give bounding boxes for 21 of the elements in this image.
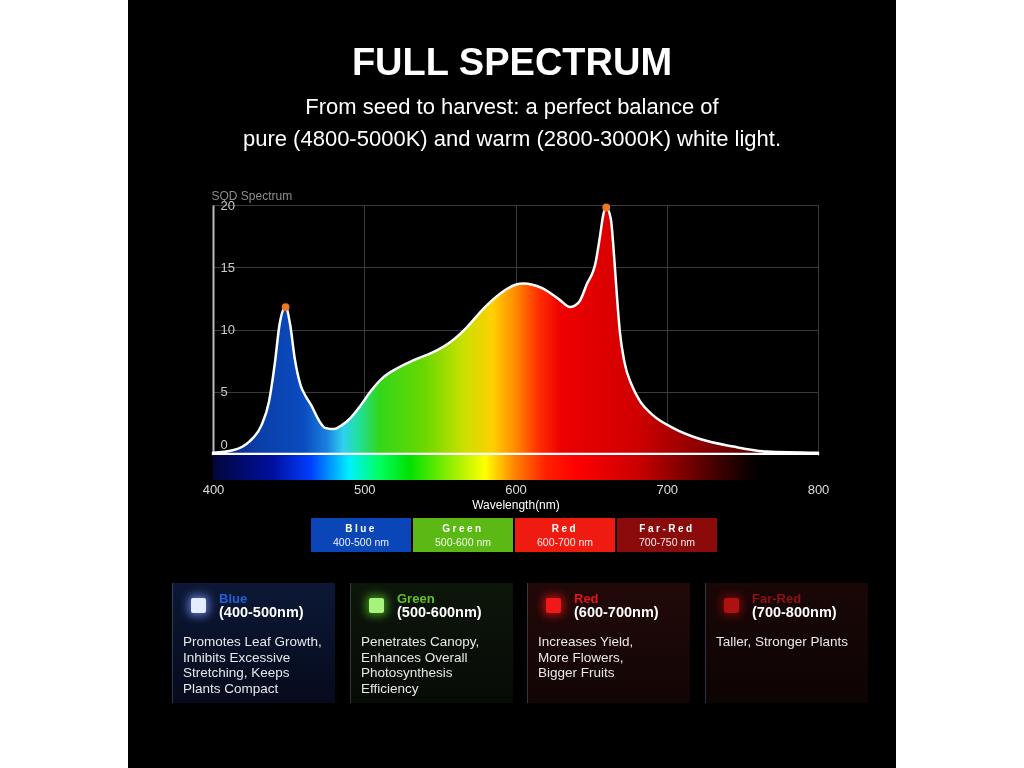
info-card: Far-Red (700-800nm) Taller, Stronger Plants <box>705 583 868 703</box>
info-card: Blue (400-500nm) Promotes Leaf Growth, Inhibits Excessive Stretching, Keeps Plants Compact <box>172 583 335 703</box>
band-chip: Red 600-700 nm <box>515 518 615 552</box>
x-axis-title: Wavelength(nm) <box>472 497 560 512</box>
chart-title: FULL SPECTRUM <box>350 40 674 85</box>
info-card: Green (500-600nm) Penetrates Canopy, Enhances Overall Photosynthesis Efficiency <box>350 583 513 703</box>
y-axis-title: SQD Spectrum <box>211 188 293 203</box>
y-tick-label: 10 <box>220 322 235 337</box>
x-tick-label: 500 <box>353 481 376 497</box>
band-chip: Far-Red 700-750 nm <box>617 518 717 552</box>
x-tick-label: 600 <box>505 481 527 497</box>
y-tick-label: 15 <box>220 259 235 275</box>
y-tick-label: 0 <box>220 436 228 452</box>
y-tick-label: 5 <box>220 384 228 400</box>
band-chip: Blue 400-500 nm <box>311 518 411 552</box>
x-tick-label: 700 <box>656 481 679 497</box>
x-tick-label: 800 <box>807 481 830 497</box>
chart-subtitle: From seed to harvest: a perfect balance of pure (4800-5000K) and warm (2800-3000K) white light. <box>241 93 783 153</box>
info-card: Red (600-700nm) Increases Yield, More Flowers, Bigger Fruits <box>527 583 690 703</box>
band-chip: Green 500-600 nm <box>413 518 513 552</box>
x-tick-label: 400 <box>202 481 225 497</box>
